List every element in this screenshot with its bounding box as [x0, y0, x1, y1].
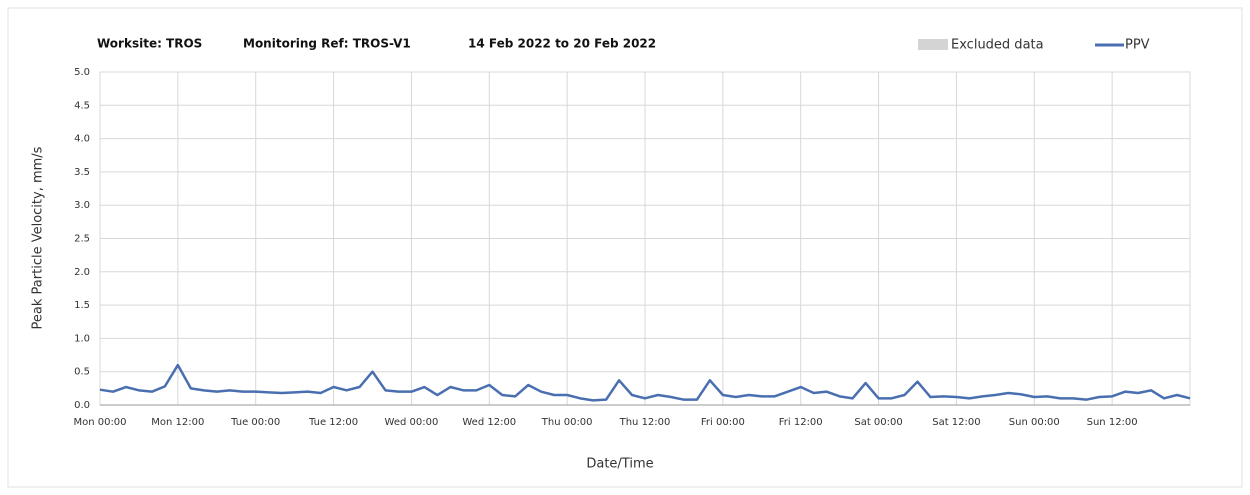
- y-tick-label: 1.5: [74, 300, 90, 311]
- x-tick-label: Mon 12:00: [151, 417, 204, 428]
- x-tick-label: Mon 00:00: [73, 417, 126, 428]
- x-tick-label: Sat 00:00: [854, 417, 902, 428]
- x-tick-label: Thu 00:00: [541, 417, 593, 428]
- legend-swatch: [918, 39, 948, 50]
- x-tick-label: Sat 12:00: [932, 417, 980, 428]
- x-tick-label: Tue 00:00: [230, 417, 280, 428]
- legend-label: PPV: [1125, 38, 1150, 53]
- x-tick-label: Sun 12:00: [1087, 417, 1138, 428]
- chart-title: 14 Feb 2022 to 20 Feb 2022: [468, 37, 656, 51]
- y-tick-label: 4.0: [74, 134, 90, 145]
- frame: [7, 7, 1243, 488]
- y-tick-label: 4.5: [74, 100, 90, 111]
- y-tick-label: 5.0: [74, 67, 90, 78]
- x-tick-label: Sun 00:00: [1009, 417, 1060, 428]
- x-tick-label: Wed 00:00: [385, 417, 439, 428]
- y-tick-label: 2.5: [74, 234, 90, 245]
- y-tick-label: 1.0: [74, 333, 90, 344]
- y-axis-label: Peak Particle Velocity, mm/s: [31, 146, 46, 329]
- x-axis-label: Date/Time: [586, 457, 653, 472]
- legend-label: Excluded data: [951, 38, 1044, 53]
- x-tick-label: Tue 12:00: [308, 417, 358, 428]
- y-tick-label: 3.5: [74, 167, 90, 178]
- data-line: [99, 363, 1191, 402]
- chart-title: Monitoring Ref: TROS-V1: [243, 37, 411, 51]
- y-tick-label: 2.0: [74, 267, 90, 278]
- x-tick-label: Fri 12:00: [779, 417, 823, 428]
- y-tick-label: 0.5: [74, 367, 90, 378]
- y-tick-label: 0.0: [74, 400, 90, 411]
- chart-title: Worksite: TROS: [97, 37, 202, 51]
- x-tick-label: Wed 12:00: [462, 417, 516, 428]
- x-tick-label: Fri 00:00: [701, 417, 745, 428]
- x-tick-label: Thu 12:00: [619, 417, 671, 428]
- y-tick-label: 3.0: [74, 200, 90, 211]
